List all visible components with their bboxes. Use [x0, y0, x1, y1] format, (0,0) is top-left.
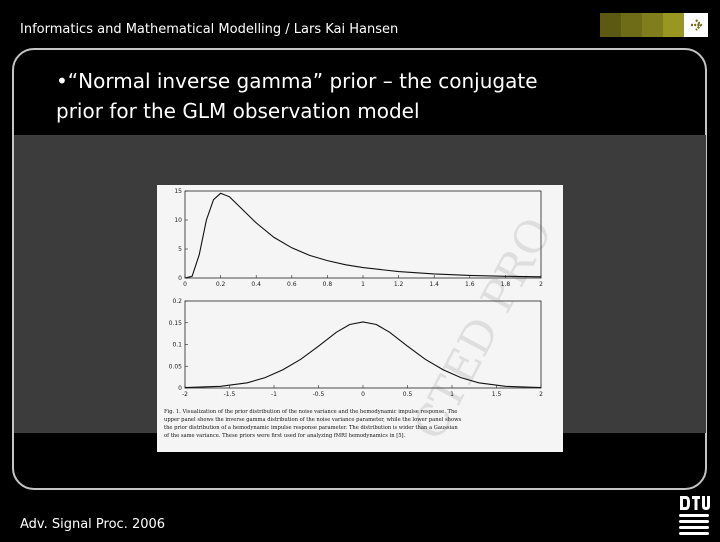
bottom-chart-series-line [184, 321, 542, 389]
bottom-chart-xtick-label: -0.5 [313, 391, 325, 398]
top-chart-ytick-label: 15 [174, 188, 182, 195]
nav-square-4[interactable] [663, 13, 687, 37]
top-chart-xtick-label: 0.6 [287, 281, 297, 288]
bottom-chart-ytick-label: 0.2 [172, 298, 182, 305]
bullet-line-2: prior for the GLM observation model [56, 99, 420, 123]
caption-line-1: Fig. 1. Visualization of the prior distr… [164, 409, 457, 415]
top-chart-xtick-label: 1.8 [501, 281, 511, 288]
bottom-chart-xtick-label: 2 [539, 391, 543, 398]
figure-image: CTED PRO 0 0.2 0.4 0.6 0.8 1 1.2 1.4 1.6 1.8 2 0 5 10… [157, 185, 563, 452]
caption-line-2: upper panel shows the inverse gamma dist… [164, 417, 462, 423]
bottom-chart-xtick-label: 0 [361, 391, 365, 398]
caption-line-4: of the same variance. These priors were … [164, 433, 406, 439]
arrow-right-icon[interactable] [684, 13, 708, 37]
bottom-chart: -2 -1.5 -1 -0.5 0 0.5 1 1.5 2 0 0.05 0.1 0.15 0.2 [169, 298, 543, 398]
top-chart-xtick-label: 0.4 [251, 281, 261, 288]
bullet-text: •“Normal inverse gamma” prior – the conj… [56, 66, 656, 126]
caption-line-3: the prior distribution of a hemodynamic … [164, 425, 458, 431]
bottom-chart-xtick-label: -1.5 [224, 391, 236, 398]
top-chart-xtick-label: 1 [361, 281, 365, 288]
nav-square-2[interactable] [621, 13, 645, 37]
bottom-chart-ytick-label: 0.15 [169, 320, 183, 327]
bottom-chart-xtick-label: 1 [450, 391, 454, 398]
nav-squares [600, 13, 708, 37]
top-chart-xtick-label: 1.2 [394, 281, 404, 288]
bottom-chart-xtick-label: -2 [182, 391, 188, 398]
slide-header: Informatics and Mathematical Modelling /… [0, 0, 720, 48]
top-chart-xtick-label: 1.4 [429, 281, 439, 288]
top-chart-xtick-label: 1.6 [465, 281, 475, 288]
top-chart-xtick-label: 0.8 [323, 281, 333, 288]
nav-square-3[interactable] [642, 13, 666, 37]
top-chart: 0 0.2 0.4 0.6 0.8 1 1.2 1.4 1.6 1.8 2 0 5 10 15 [174, 188, 543, 288]
bottom-chart-xtick-label: 1.5 [492, 391, 502, 398]
top-chart-xtick-label: 0.2 [216, 281, 226, 288]
bottom-chart-ytick-label: 0 [178, 385, 182, 392]
top-chart-series-line [184, 192, 542, 279]
bottom-chart-ytick-label: 0.05 [169, 363, 183, 370]
bottom-chart-xtick-label: 0.5 [403, 391, 413, 398]
top-chart-ytick-label: 10 [174, 217, 182, 224]
footer-text: Adv. Signal Proc. 2006 [20, 517, 166, 532]
top-chart-xtick-label: 0 [183, 281, 187, 288]
top-chart-ytick-label: 5 [178, 246, 182, 253]
dtu-logo [676, 494, 712, 538]
top-chart-xtick-label: 2 [539, 281, 543, 288]
nav-square-1[interactable] [600, 13, 624, 37]
bottom-chart-xtick-label: -1 [271, 391, 277, 398]
top-chart-ytick-label: 0 [178, 275, 182, 282]
figure-caption: Fig. 1. Visualization of the prior distr… [164, 409, 462, 439]
bullet-line-1: •“Normal inverse gamma” prior – the conj… [56, 69, 538, 93]
bottom-chart-ytick-label: 0.1 [172, 342, 182, 349]
header-title: Informatics and Mathematical Modelling /… [20, 22, 399, 37]
